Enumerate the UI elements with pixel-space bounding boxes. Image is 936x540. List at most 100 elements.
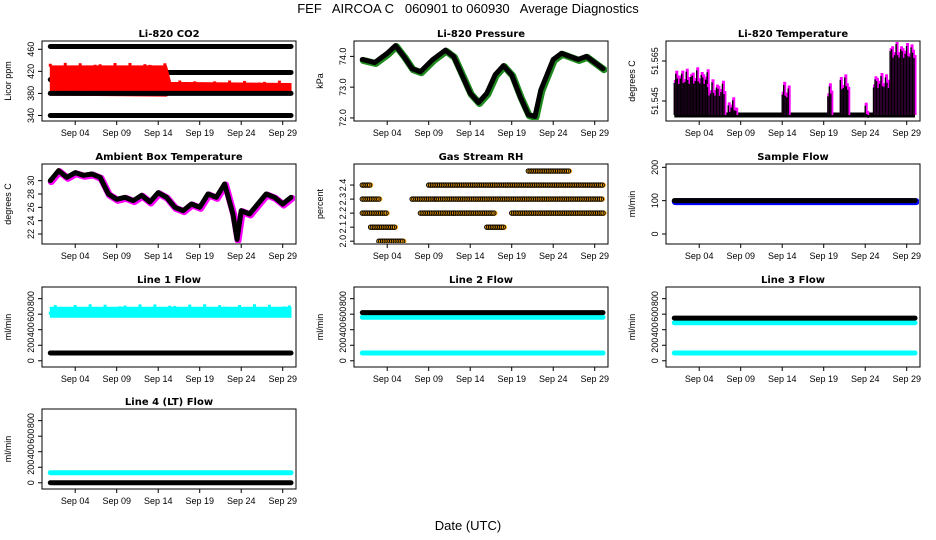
y-tick-label: 0 <box>650 231 660 236</box>
series-line-1-high-mark <box>148 310 152 314</box>
y-tick-label: 400 <box>650 322 660 337</box>
panel-title: Line 3 Flow <box>761 275 825 286</box>
y-tick-label: 600 <box>650 307 660 322</box>
series-sample-co2-mark <box>282 86 286 90</box>
series-rh <box>598 210 604 216</box>
series-sample-co2-mark <box>153 70 157 74</box>
series-sample-co2-mark <box>272 84 276 88</box>
x-tick-label: Sep 04 <box>685 251 714 261</box>
plot-area <box>671 198 919 206</box>
x-tick-label: Sep 09 <box>726 374 755 384</box>
y-tick-label: 28 <box>26 189 36 199</box>
series-line-1-high-mark <box>103 304 107 308</box>
y-tick-label: 2.1 <box>338 221 348 234</box>
series-line-1-high-mark <box>163 311 167 315</box>
x-tick-label: Sep 24 <box>851 251 880 261</box>
series-rh <box>376 196 382 202</box>
y-tick-label: 2.3 <box>338 193 348 206</box>
series-sample-co2-mark <box>143 64 147 68</box>
page-title: FEF AIRCOA C 060901 to 060930 Average Di… <box>297 1 639 16</box>
plot-frame <box>665 40 921 122</box>
y-tick-label: 200 <box>650 338 660 353</box>
series-line-1-high-mark <box>282 306 286 310</box>
series-line-1-high-mark <box>128 311 132 315</box>
x-tick-label: Sep 04 <box>61 128 90 138</box>
series-rh <box>565 168 572 174</box>
series-sample-co2-mark <box>238 87 242 91</box>
chart-panel-6: Sample Flow ml/min Sep 04 Sep 09 Sep 14 Sep 1… <box>627 152 921 261</box>
y-tick-label: 51.545 <box>650 87 660 115</box>
y-tick-label: 800 <box>338 291 348 306</box>
series-line-1-high-mark <box>53 305 57 309</box>
series-line-1-high-mark <box>233 307 237 311</box>
series-rh <box>365 182 371 188</box>
y-tick-label: 200 <box>26 338 36 353</box>
series-sample-co2-mark <box>168 86 172 90</box>
x-tick-label: Sep 14 <box>144 251 173 261</box>
series-line-1-high-mark <box>83 309 87 313</box>
y-tick-label: 0 <box>338 358 348 363</box>
y-tick-label: 200 <box>338 338 348 353</box>
series-rh <box>489 210 495 216</box>
series-line-1-high-mark <box>223 306 227 310</box>
series-line-1-high-mark <box>188 304 192 308</box>
panel-title: Li-820 CO2 <box>138 29 199 40</box>
x-tick-label: Sep 24 <box>539 251 568 261</box>
x-tick-label: Sep 29 <box>268 251 297 261</box>
x-tick-label: Sep 19 <box>809 251 838 261</box>
x-tick-label: Sep 29 <box>268 128 297 138</box>
y-tick-label: 2.4 <box>338 179 348 192</box>
y-tick-label: 800 <box>650 291 660 306</box>
series-line-1-high-mark <box>287 305 291 309</box>
series-line-1-high-mark <box>252 304 256 308</box>
series-line-1-high-mark <box>203 304 207 308</box>
series-sample-co2-mark <box>173 86 177 90</box>
x-tick-label: Sep 24 <box>227 251 256 261</box>
y-tick-label: 74.0 <box>338 48 348 66</box>
series-line-1-high-mark <box>173 306 177 310</box>
y-tick-label: 380 <box>26 86 36 101</box>
x-tick-label: Sep 04 <box>685 374 714 384</box>
series-line-1-high-mark <box>218 305 222 309</box>
panel-title: Line 2 Flow <box>449 275 513 286</box>
series-line-1-high-mark <box>248 309 252 313</box>
panel-title: Sample Flow <box>757 152 829 163</box>
x-tick-label: Sep 29 <box>580 251 609 261</box>
y-tick-label: 600 <box>26 307 36 322</box>
series-sample-co2-mark <box>48 63 52 67</box>
x-tick-label: Sep 04 <box>61 496 90 506</box>
x-tick-label: Sep 04 <box>373 374 402 384</box>
x-tick-label: Sep 09 <box>102 374 131 384</box>
series-sample-co2-mark <box>218 87 222 91</box>
series-sample-co2-mark <box>277 80 281 84</box>
series-sample-co2-mark <box>138 70 142 74</box>
series-rh <box>391 224 398 230</box>
series-rh <box>598 196 605 202</box>
x-tick-label: Sep 24 <box>851 128 880 138</box>
panel-title: Line 1 Flow <box>137 275 201 286</box>
y-tick-label: 800 <box>26 291 36 306</box>
series-line-1-high-mark <box>243 311 247 315</box>
x-tick-label: Sep 09 <box>102 251 131 261</box>
x-tick-label: Sep 14 <box>456 128 485 138</box>
series-line-1-high-mark <box>153 304 157 308</box>
y-tick-label: 460 <box>26 42 36 57</box>
y-tick-label: 22 <box>26 229 36 239</box>
chart-panel-4: Ambient Box Temperature degrees C Sep 04 Se… <box>3 152 297 261</box>
chart-panel-9: Line 3 Flow ml/min Sep 04 Sep 09 Sep 14 Sep 1… <box>627 275 921 384</box>
series-line-1-high-mark <box>118 306 122 310</box>
y-tick-label: 400 <box>338 322 348 337</box>
series-rh <box>600 210 606 216</box>
series-rh <box>374 196 380 202</box>
plot-area <box>359 168 607 243</box>
series-line-1-high-mark <box>158 308 162 312</box>
y-tick-label: 100 <box>650 193 660 208</box>
y-tick-label: 340 <box>26 108 36 123</box>
plot-frame <box>353 286 609 368</box>
series-line-1-high-mark <box>183 307 187 311</box>
panel-title: Li-820 Temperature <box>738 29 848 40</box>
series-line-1-high-mark <box>58 306 62 310</box>
plot-area <box>359 43 607 120</box>
y-tick-label: 72.0 <box>338 109 348 127</box>
x-tick-label: Sep 09 <box>726 128 755 138</box>
